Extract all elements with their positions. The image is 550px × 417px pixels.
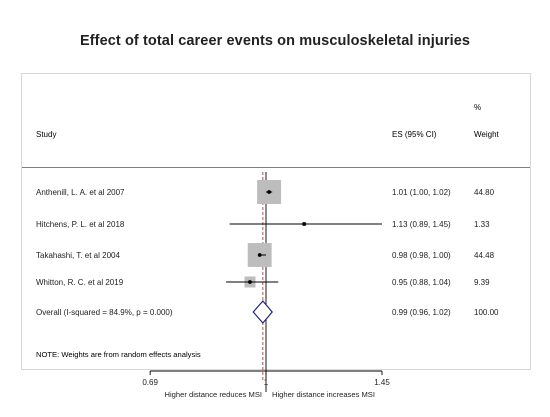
chart-title: Effect of total career events on musculo… bbox=[79, 33, 471, 49]
study-label: Hitchens, P. L. et al 2018 bbox=[36, 220, 125, 229]
study-point-estimate bbox=[248, 280, 252, 284]
right-direction-label: Higher distance increases MSI bbox=[272, 390, 375, 399]
weight-header-percent: % bbox=[474, 103, 481, 112]
study-label: Whitton, R. C. et al 2019 bbox=[36, 278, 124, 287]
weight-header: Weight bbox=[474, 130, 500, 139]
es-header: ES (95% CI) bbox=[392, 130, 437, 139]
study-point-estimate bbox=[267, 190, 272, 194]
study-header: Study bbox=[36, 130, 56, 139]
overall-weight-text: 100.00 bbox=[474, 308, 499, 317]
study-label: Anthenill, L. A. et al 2007 bbox=[36, 188, 125, 197]
study-weight-text: 44.80 bbox=[474, 188, 495, 197]
study-weight-text: 44.48 bbox=[474, 251, 495, 260]
weights-note: NOTE: Weights are from random effects an… bbox=[36, 350, 201, 359]
study-es-text: 0.98 (0.98, 1.00) bbox=[392, 251, 451, 260]
study-label: Takahashi, T. et al 2004 bbox=[36, 251, 120, 260]
study-es-text: 0.95 (0.88, 1.04) bbox=[392, 278, 451, 287]
study-es-text: 1.13 (0.89, 1.45) bbox=[392, 220, 451, 229]
plot-frame bbox=[21, 73, 531, 370]
overall-es-text: 0.99 (0.96, 1.02) bbox=[392, 308, 451, 317]
x-axis-tick-label: 1 bbox=[264, 378, 269, 387]
left-direction-label: Higher distance reduces MSI bbox=[165, 390, 263, 399]
study-weight-text: 9.39 bbox=[474, 278, 490, 287]
overall-diamond bbox=[252, 300, 273, 324]
study-weight-text: 1.33 bbox=[474, 220, 490, 229]
study-es-text: 1.01 (1.00, 1.02) bbox=[392, 188, 451, 197]
x-axis-tick-label: 0.69 bbox=[142, 378, 158, 387]
x-axis-tick-label: 1.45 bbox=[374, 378, 390, 387]
study-point-estimate bbox=[302, 222, 307, 226]
overall-label: Overall (I-squared = 84.9%, p = 0.000) bbox=[36, 308, 173, 317]
study-point-estimate bbox=[257, 253, 262, 257]
